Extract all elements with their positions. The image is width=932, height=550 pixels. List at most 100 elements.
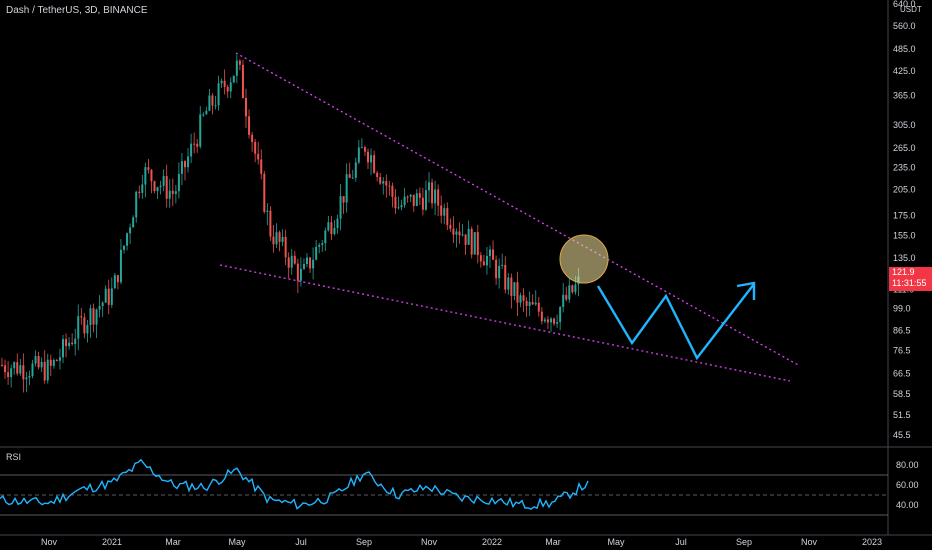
candle-body (132, 217, 135, 228)
candle-body (302, 264, 305, 269)
candle-body (296, 263, 299, 281)
candle-body (223, 80, 226, 87)
candle-body (62, 339, 64, 358)
price-tick-label: 135.0 (893, 253, 916, 263)
candle-body (485, 255, 488, 266)
time-axis[interactable]: Nov 2021 Mar May Jul Sep Nov 2022 Mar May Jul Sep No… (41, 537, 882, 547)
candle-body (412, 194, 415, 206)
candle-body (220, 80, 223, 84)
candle-body (571, 285, 574, 293)
candle-body (553, 318, 556, 324)
candle-body (144, 167, 147, 185)
candle-body (290, 255, 293, 268)
candle-body (504, 264, 507, 290)
candle-body (162, 176, 165, 186)
candle-body (214, 105, 217, 107)
candle-body (388, 185, 391, 187)
candle-body (293, 255, 296, 264)
candle-body (126, 233, 129, 246)
price-tick-label: 76.5 (893, 345, 911, 355)
candle-body (205, 110, 208, 115)
candle-body (28, 376, 31, 378)
candle-body (525, 300, 528, 306)
candle-body (464, 234, 467, 245)
candle-body (522, 295, 525, 301)
candle-body (80, 316, 83, 318)
candle-body (409, 194, 412, 197)
candle-body (165, 176, 168, 199)
breakout-circle (559, 234, 609, 284)
price-tick-label: 425.0 (893, 66, 916, 76)
candle-body (418, 193, 421, 198)
candle-body (543, 319, 546, 322)
candle-body (501, 264, 504, 266)
candle-body (342, 196, 345, 203)
candle-body (272, 236, 275, 245)
candle-body (68, 342, 71, 347)
candle-body (77, 316, 80, 339)
candle-body (354, 162, 357, 178)
candle-body (7, 372, 10, 378)
candle-body (199, 114, 202, 147)
candle-body (400, 205, 403, 208)
price-tick-label: 485.0 (893, 44, 916, 54)
time-tick-label: May (228, 537, 246, 547)
last-price-tag: 121.9 11:31:55 (889, 267, 932, 291)
price-axis[interactable]: 640.0 560.0 485.0 425.0 365.0 305.0 265.0 235.0… (0, 0, 932, 536)
price-tick-label: 51.5 (893, 410, 911, 420)
candle-body (321, 243, 324, 245)
candle-body (177, 173, 180, 192)
candle-body (226, 86, 229, 92)
candle-body (363, 147, 366, 152)
candle-body (424, 190, 427, 210)
wedge-trendlines (219, 52, 801, 382)
candle-body (266, 210, 269, 212)
time-tick-label: 2021 (102, 537, 122, 547)
rsi-tick-label: 60.00 (896, 480, 919, 490)
time-tick-label: 2022 (482, 537, 502, 547)
candle-body (574, 284, 577, 293)
last-price: 121.9 (892, 267, 915, 277)
candle-body (281, 236, 284, 242)
price-tick-label: 235.0 (893, 162, 916, 172)
candle-body (83, 317, 86, 334)
candle-body (327, 222, 330, 231)
candle-body (382, 181, 385, 184)
rsi-label: RSI (6, 452, 22, 462)
candle-body (312, 259, 315, 269)
candle-body (257, 153, 260, 160)
candle-body (391, 185, 394, 197)
upper-trendline (235, 52, 801, 367)
candle-body (431, 182, 434, 204)
candle-body (211, 95, 214, 106)
candle-body (235, 60, 238, 76)
candle-body (324, 230, 327, 244)
candle-body (116, 275, 119, 283)
candle-body (193, 143, 196, 145)
candle-body (498, 265, 501, 279)
price-tick-label: 560.0 (893, 21, 916, 31)
candle-body (110, 288, 113, 305)
chart-title: Dash / TetherUS, 3D, BINANCE (6, 5, 148, 16)
candle-body (339, 196, 342, 219)
candle-body (306, 257, 308, 265)
time-tick-label: Nov (41, 537, 58, 547)
candle-body (519, 295, 522, 303)
candle-body (19, 365, 22, 374)
candle-body (275, 232, 278, 245)
candle-body (556, 322, 559, 324)
candle-body (379, 177, 382, 184)
candle-body (492, 249, 495, 260)
time-tick-label: Mar (545, 537, 561, 547)
projection-line (596, 283, 755, 361)
price-tick-label: 265.0 (893, 143, 916, 153)
candle-body (150, 169, 153, 182)
candle-body (147, 167, 150, 170)
candle-body (180, 161, 183, 174)
candle-body (540, 311, 543, 322)
candle-body (129, 227, 132, 234)
candle-body (394, 196, 397, 209)
candle-body (74, 338, 77, 345)
time-tick-label: 2023 (862, 537, 882, 547)
